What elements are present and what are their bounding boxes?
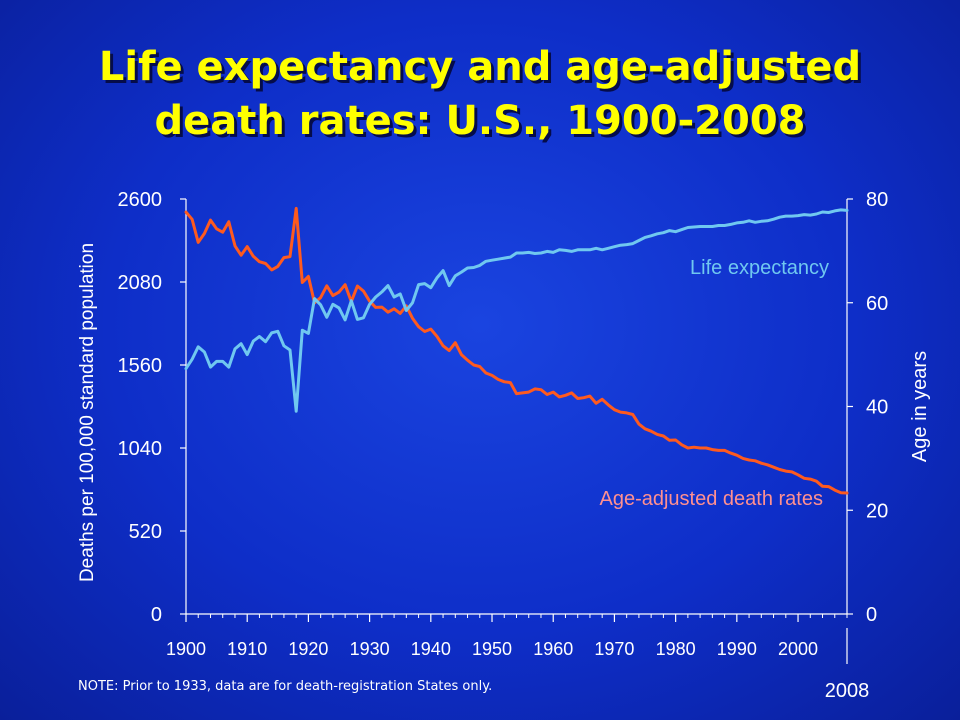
- chart-labels: 0 520 1040 1560 2080 2600 0 20 40 60 80 1900 1910 192…: [77, 189, 931, 702]
- right-tick-label: 60: [866, 293, 888, 315]
- left-tick-label: 2080: [118, 272, 163, 294]
- left-tick-label: 1560: [118, 355, 163, 377]
- x-tick-label: 2000: [778, 639, 818, 659]
- x-tick-label: 1940: [411, 639, 451, 659]
- right-tick-label: 80: [866, 189, 888, 211]
- x-tick-label: 1960: [533, 639, 573, 659]
- chart-title-line1: Life expectancy and age-adjusted: [98, 44, 862, 90]
- x-tick-label: 1920: [288, 639, 328, 659]
- x-tick-label: 1930: [350, 639, 390, 659]
- right-tick-label: 20: [866, 500, 888, 522]
- chart-title-line2: death rates: U.S., 1900-2008: [154, 98, 806, 144]
- left-tick-label: 0: [151, 604, 162, 626]
- right-tick-label: 40: [866, 397, 888, 419]
- x-tick-label: 1900: [166, 639, 206, 659]
- left-tick-label: 2600: [118, 189, 163, 211]
- life-expectancy-line: [184, 208, 849, 413]
- x-tick-label: 1950: [472, 639, 512, 659]
- x-tick-label: 1990: [717, 639, 757, 659]
- life-expectancy-annotation: Life expectancy: [690, 257, 829, 279]
- chart-axes: [180, 198, 853, 664]
- death-rate-line: [184, 206, 849, 495]
- x-tick-label: 1970: [594, 639, 634, 659]
- death-rate-annotation: Age-adjusted death rates: [600, 488, 824, 510]
- right-tick-label: 0: [866, 604, 877, 626]
- right-axis-title: Age in years: [909, 351, 931, 462]
- end-year-label: 2008: [825, 680, 870, 702]
- x-tick-label: 1910: [227, 639, 267, 659]
- left-axis-title: Deaths per 100,000 standard population: [77, 243, 98, 582]
- left-tick-label: 520: [129, 521, 162, 543]
- chart-title: Life expectancy and age-adjusted death r…: [0, 40, 960, 148]
- footnote: NOTE: Prior to 1933, data are for death-…: [78, 679, 493, 694]
- left-tick-label: 1040: [118, 438, 163, 460]
- chart-series: [184, 206, 849, 495]
- x-tick-label: 1980: [656, 639, 696, 659]
